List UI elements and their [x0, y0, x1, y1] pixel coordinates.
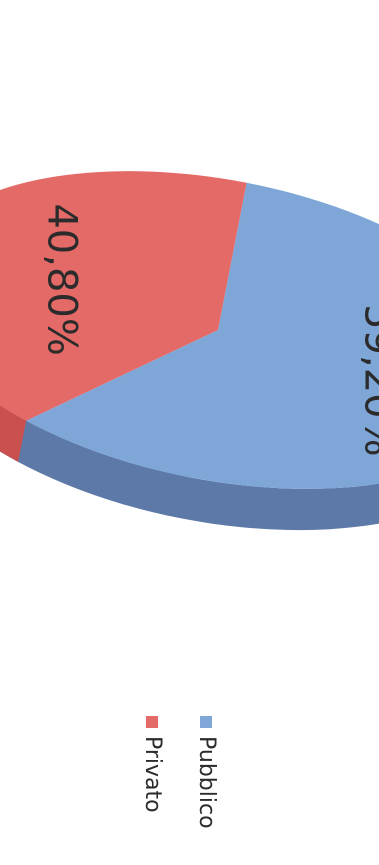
legend-swatch-privato — [146, 716, 158, 728]
legend-label-pubblico: Pubblico — [194, 736, 219, 829]
pie-slice-privato — [0, 171, 247, 421]
slice-label-pubblico: 59,20% — [355, 304, 379, 457]
legend-label-privato: Privato — [140, 736, 165, 813]
pie-slice-pubblico — [26, 182, 379, 489]
legend-swatch-pubblico — [200, 716, 212, 728]
pie-side — [0, 270, 379, 531]
legend: Pubblico Privato — [140, 716, 219, 829]
slice-label-privato: 40,80% — [39, 203, 85, 356]
pie-layer: 59,20% 40,80% — [0, 171, 379, 531]
